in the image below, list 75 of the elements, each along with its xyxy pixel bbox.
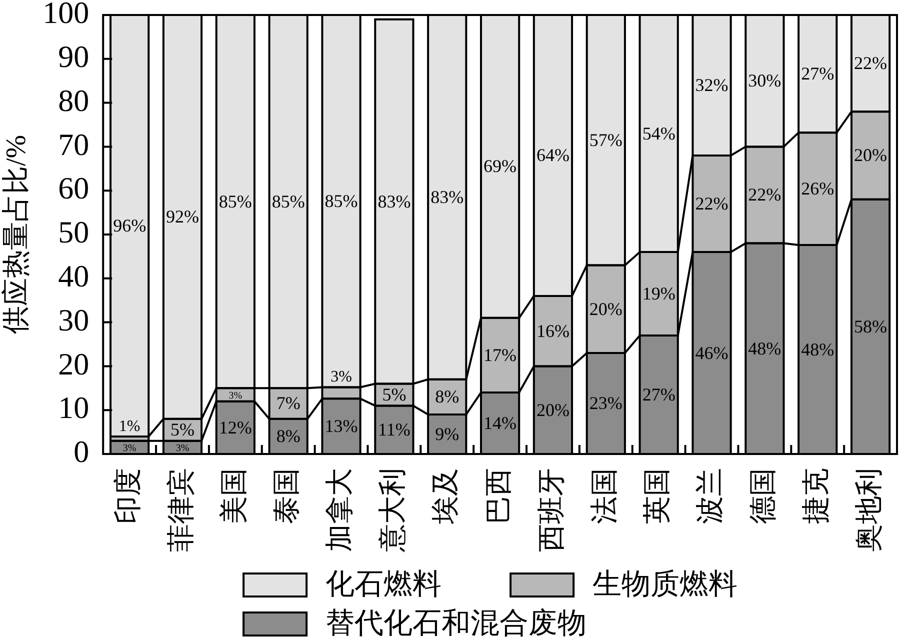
y-tick-label: 90 [58,39,90,74]
data-label: 23% [589,393,622,414]
data-label: 8% [276,426,300,446]
data-label: 69% [484,156,517,176]
data-label: 54% [642,123,676,144]
data-label: 30% [748,70,782,91]
x-tick-label: 泰国 [272,468,303,524]
data-label: 20% [536,400,570,420]
y-tick-label: 40 [58,258,90,294]
data-label: 83% [430,186,464,207]
data-label: 92% [166,206,199,227]
data-label: 22% [695,194,728,214]
data-label: 83% [378,191,411,212]
data-label: 11% [378,420,410,440]
data-label: 5% [170,420,194,440]
data-label: 64% [536,145,570,166]
data-label: 26% [801,178,834,199]
data-label: 8% [435,386,460,407]
data-label: 57% [589,130,622,150]
x-tick-label: 英国 [642,468,674,524]
data-label: 7% [276,393,300,414]
x-tick-label: 菲律宾 [166,468,197,552]
data-label: 48% [801,339,834,360]
y-tick-label: 100 [42,0,90,30]
y-axis-title: 供应热量占比/% [1,134,32,334]
data-label: 1% [118,418,140,435]
y-tick-label: 80 [58,82,90,118]
x-tick-label: 印度 [112,468,144,524]
x-tick-label: 美国 [218,468,250,524]
data-label: 85% [324,190,358,211]
y-tick-label: 70 [58,126,90,162]
data-label: 3% [330,368,352,386]
legend-label: 化石燃料 [326,568,442,601]
x-tick-label: 波兰 [695,468,726,524]
data-label: 16% [536,320,570,341]
data-label: 85% [272,191,305,212]
data-label: 48% [748,338,782,358]
y-tick-label: 20 [58,346,90,382]
x-tick-label: 奥地利 [854,468,885,552]
data-label: 20% [589,298,622,319]
y-tick-label: 30 [58,302,90,338]
x-tick-label: 埃及 [430,468,462,525]
y-tick-label: 50 [58,214,90,250]
data-label: 85% [218,191,252,212]
data-label: 27% [642,384,676,404]
x-tick-label: 法国 [589,468,620,524]
data-label: 3% [176,443,190,454]
data-label: 13% [324,416,358,436]
x-tick-label: 西班牙 [536,468,568,552]
y-tick-label: 60 [58,170,90,206]
data-label: 27% [801,64,834,84]
data-label: 46% [695,342,728,363]
data-label: 9% [435,424,460,444]
data-label: 22% [748,184,782,205]
legend-label: 替代化石和混合废物 [326,608,587,640]
data-label: 20% [854,145,888,166]
data-label: 32% [695,74,728,95]
data-label: 14% [484,413,517,434]
data-label: 3% [122,443,136,454]
y-tick-label: 10 [58,390,90,426]
x-tick-label: 德国 [748,468,780,524]
data-label: 96% [113,215,146,236]
x-tick-label: 加拿大 [324,468,356,552]
x-tick-label: 意大利 [378,468,409,553]
x-tick-label: 捷克 [800,468,832,524]
data-label: 17% [484,344,517,365]
data-label: 22% [854,53,888,74]
x-tick-label: 巴西 [483,468,514,524]
data-label: 58% [854,316,888,336]
data-label: 3% [228,390,242,402]
legend-label: 生物质燃料 [592,568,738,601]
data-label: 5% [382,384,406,404]
y-tick-label: 0 [74,434,90,470]
data-label: 12% [218,417,252,438]
data-label: 19% [642,284,676,304]
